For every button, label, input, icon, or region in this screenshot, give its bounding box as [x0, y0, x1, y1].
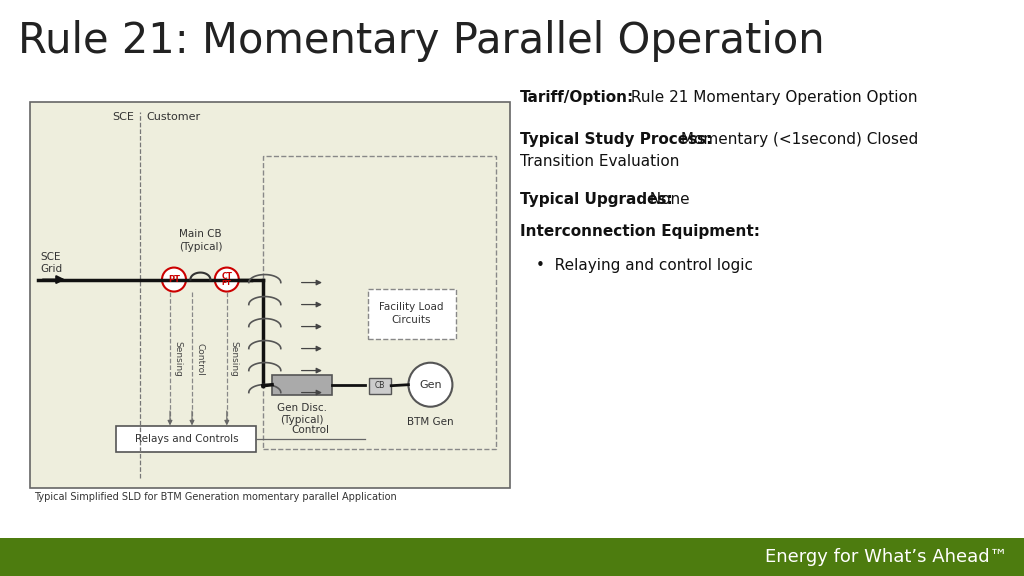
Circle shape: [162, 268, 186, 291]
Text: Control: Control: [195, 343, 204, 376]
Text: Main CB
(Typical): Main CB (Typical): [178, 229, 222, 252]
Bar: [370, 378, 391, 394]
Bar: [272, 375, 332, 395]
Text: Gen: Gen: [419, 380, 441, 390]
Text: Typical Study Process:: Typical Study Process:: [520, 132, 713, 147]
Text: Interconnection Equipment:: Interconnection Equipment:: [520, 224, 760, 239]
Text: CB: CB: [375, 381, 385, 390]
Text: SCE: SCE: [113, 112, 134, 122]
Text: PT: PT: [222, 279, 231, 286]
Text: Rule 21 Momentary Operation Option: Rule 21 Momentary Operation Option: [626, 90, 918, 105]
Text: Sensing: Sensing: [173, 341, 182, 377]
Text: SCE
Grid: SCE Grid: [40, 252, 62, 274]
Text: Energy for What’s Ahead™: Energy for What’s Ahead™: [765, 548, 1008, 566]
Text: Relays and Controls: Relays and Controls: [134, 434, 239, 444]
Bar: [30, 102, 510, 488]
Bar: [117, 426, 256, 452]
Text: Typical Upgrades:: Typical Upgrades:: [520, 192, 673, 207]
Circle shape: [215, 268, 239, 291]
Text: Momentary (<1second) Closed: Momentary (<1second) Closed: [676, 132, 919, 147]
Bar: [0, 538, 1024, 576]
Bar: [263, 156, 496, 449]
Text: Transition Evaluation: Transition Evaluation: [520, 154, 679, 169]
Text: CT: CT: [221, 272, 232, 281]
Bar: [368, 289, 456, 339]
Text: Control: Control: [292, 425, 330, 435]
Text: None: None: [640, 192, 689, 207]
Text: Sensing: Sensing: [229, 341, 239, 377]
Circle shape: [409, 363, 453, 407]
Text: Gen Disc.
(Typical): Gen Disc. (Typical): [278, 403, 327, 425]
Text: Facility Load
Circuits: Facility Load Circuits: [379, 302, 443, 325]
Text: Typical Simplified SLD for BTM Generation momentary parallel Application: Typical Simplified SLD for BTM Generatio…: [34, 492, 396, 502]
Text: Customer: Customer: [146, 112, 201, 122]
Text: BTM Gen: BTM Gen: [408, 416, 454, 427]
Text: Rule 21: Momentary Parallel Operation: Rule 21: Momentary Parallel Operation: [18, 20, 824, 62]
Text: •  Relaying and control logic: • Relaying and control logic: [536, 258, 753, 273]
Text: PT: PT: [168, 275, 180, 284]
Text: Tariff/Option:: Tariff/Option:: [520, 90, 634, 105]
